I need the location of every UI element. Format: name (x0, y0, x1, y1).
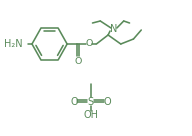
Text: N: N (110, 24, 118, 34)
Text: S: S (88, 97, 94, 107)
Text: O: O (74, 56, 82, 66)
Text: OH: OH (83, 110, 98, 120)
Text: O: O (103, 97, 111, 107)
Text: O: O (85, 39, 93, 49)
Text: O: O (70, 97, 78, 107)
Text: H₂N: H₂N (4, 39, 22, 49)
